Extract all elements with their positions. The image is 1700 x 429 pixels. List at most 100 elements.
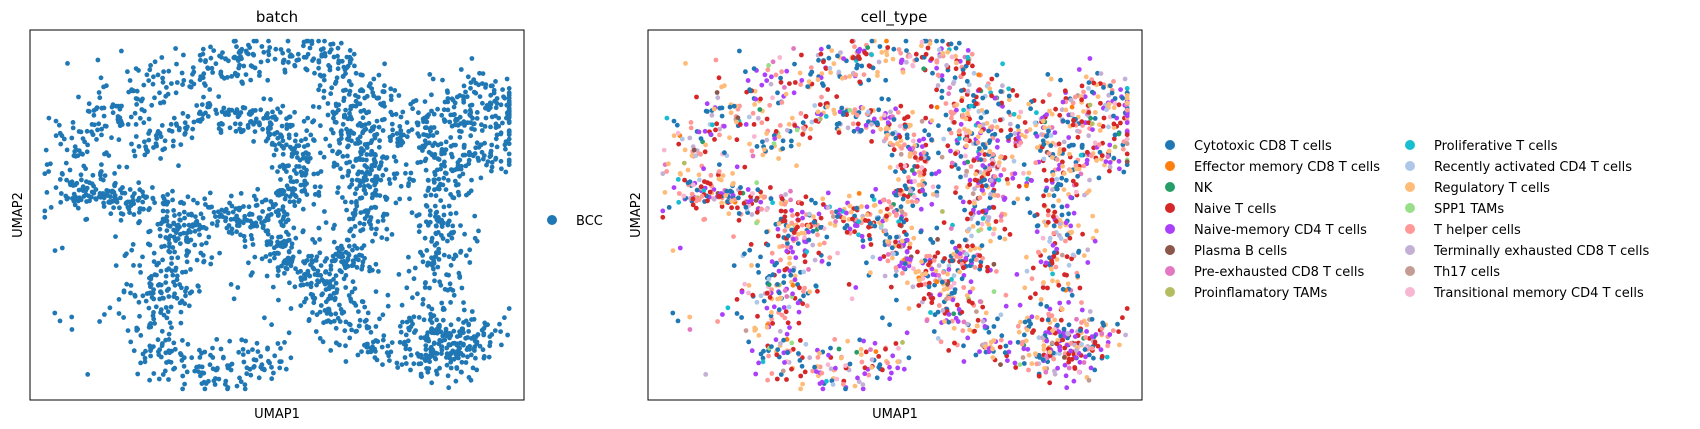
scatter-point xyxy=(995,138,1000,144)
scatter-point xyxy=(843,363,848,368)
scatter-point xyxy=(328,295,334,301)
scatter-point xyxy=(151,145,156,150)
scatter-point xyxy=(244,365,250,371)
scatter-point xyxy=(116,311,122,316)
scatter-point xyxy=(754,220,759,226)
scatter-point xyxy=(1079,97,1084,103)
scatter-point xyxy=(228,282,234,287)
scatter-point xyxy=(933,171,939,177)
panel-cell-type: cell_type UMAP1 UMAP2 Cytotoxic CD8 T ce… xyxy=(629,8,1649,422)
scatter-point xyxy=(808,126,814,132)
scatter-point xyxy=(284,142,289,148)
scatter-point xyxy=(287,194,293,200)
scatter-point xyxy=(1033,160,1039,166)
scatter-point xyxy=(157,282,162,287)
scatter-point xyxy=(268,97,273,102)
scatter-point xyxy=(758,254,763,260)
scatter-point xyxy=(906,355,912,361)
scatter-point xyxy=(151,344,156,349)
scatter-point xyxy=(471,334,477,339)
scatter-point xyxy=(398,329,404,335)
scatter-point xyxy=(389,121,395,127)
scatter-point xyxy=(397,323,403,329)
scatter-point xyxy=(983,183,989,189)
scatter-point xyxy=(446,232,452,238)
scatter-point xyxy=(231,296,237,302)
scatter-point xyxy=(432,242,438,248)
scatter-point xyxy=(331,318,337,324)
scatter-point xyxy=(142,355,148,361)
scatter-point xyxy=(227,338,233,344)
scatter-point xyxy=(936,303,942,308)
scatter-point xyxy=(780,146,786,152)
scatter-point xyxy=(998,362,1003,367)
scatter-point xyxy=(982,324,988,329)
scatter-point xyxy=(498,329,503,334)
scatter-point xyxy=(186,249,192,255)
scatter-point xyxy=(107,199,112,204)
scatter-point xyxy=(170,143,176,149)
scatter-point xyxy=(1071,210,1077,216)
scatter-point xyxy=(821,59,826,65)
scatter-point xyxy=(146,290,152,296)
scatter-point xyxy=(1065,119,1071,125)
scatter-point xyxy=(790,236,796,242)
scatter-point xyxy=(84,149,90,155)
scatter-point xyxy=(1003,292,1009,298)
scatter-point xyxy=(1104,107,1109,113)
scatter-point xyxy=(939,279,945,285)
scatter-point xyxy=(676,191,682,196)
scatter-point xyxy=(343,71,348,76)
scatter-point xyxy=(178,142,184,148)
scatter-point xyxy=(1024,254,1029,260)
scatter-point xyxy=(953,66,959,72)
scatter-point xyxy=(403,346,409,352)
scatter-point xyxy=(466,329,471,334)
scatter-point xyxy=(785,320,791,326)
scatter-point xyxy=(1081,109,1086,114)
scatter-point xyxy=(368,205,374,211)
scatter-point xyxy=(166,127,172,133)
scatter-point xyxy=(500,87,505,92)
scatter-point xyxy=(196,369,201,374)
scatter-point xyxy=(375,219,381,224)
scatter-point xyxy=(1016,183,1022,189)
scatter-point xyxy=(827,65,833,71)
scatter-point xyxy=(137,115,143,121)
scatter-point xyxy=(322,308,328,313)
scatter-point xyxy=(52,248,58,254)
scatter-point xyxy=(723,193,729,198)
scatter-point xyxy=(117,205,122,211)
scatter-point xyxy=(340,121,346,127)
scatter-point xyxy=(197,232,202,238)
scatter-point xyxy=(275,106,280,112)
scatter-point xyxy=(438,282,444,288)
scatter-point xyxy=(896,346,901,351)
scatter-point xyxy=(311,56,317,62)
scatter-point xyxy=(349,177,355,183)
scatter-point xyxy=(466,157,472,163)
scatter-point xyxy=(799,78,805,83)
scatter-point xyxy=(839,75,845,81)
scatter-point xyxy=(502,315,507,321)
scatter-point xyxy=(71,191,77,197)
scatter-point xyxy=(869,38,875,44)
scatter-point xyxy=(206,104,212,110)
scatter-point xyxy=(152,272,158,278)
scatter-point xyxy=(242,105,248,111)
scatter-point xyxy=(432,278,437,284)
scatter-point xyxy=(251,357,257,363)
scatter-point xyxy=(987,138,993,144)
scatter-point xyxy=(424,248,430,253)
scatter-point xyxy=(787,255,793,261)
scatter-point xyxy=(771,304,777,310)
scatter-point xyxy=(136,299,142,305)
scatter-point xyxy=(936,184,941,190)
scatter-point xyxy=(998,312,1004,318)
scatter-point xyxy=(716,194,722,199)
scatter-point xyxy=(862,50,868,56)
scatter-point xyxy=(380,128,386,133)
scatter-point xyxy=(800,215,805,221)
scatter-point xyxy=(1059,175,1065,181)
scatter-point xyxy=(131,263,136,268)
